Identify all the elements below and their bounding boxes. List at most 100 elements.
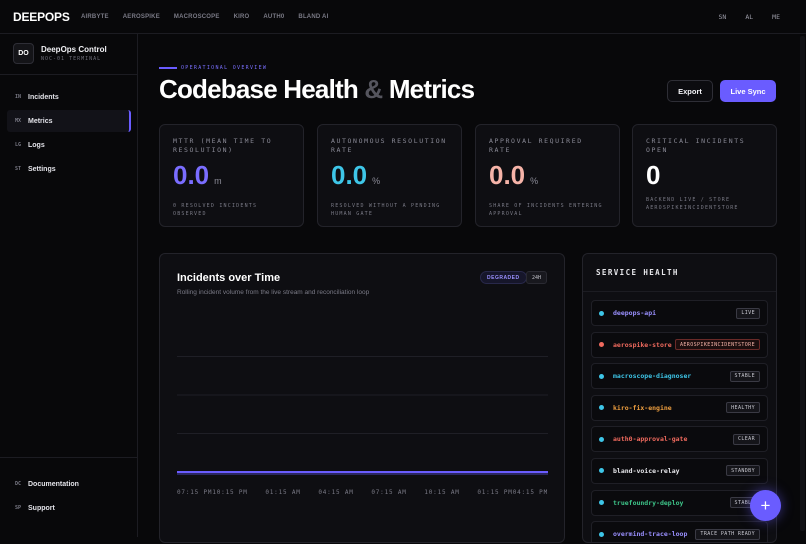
sidebar-item-support[interactable]: SP Support — [7, 497, 131, 519]
metric-label: CRITICAL INCIDENTS OPEN — [646, 137, 746, 154]
metric-value: 0.0 — [331, 160, 368, 190]
service-name: kiro-fix-engine — [613, 403, 672, 412]
chart-series-baseline — [177, 473, 548, 475]
metric-value: 0.0 — [489, 160, 526, 190]
x-tick-label: 04:15 AM — [318, 489, 353, 496]
top-nav-item[interactable]: MACROSCOPE — [173, 14, 220, 20]
sidebar-item-logs[interactable]: LG Logs — [7, 134, 131, 156]
nav-code: LG — [15, 142, 22, 148]
service-row[interactable]: bland-voice-relay STANDBY — [591, 457, 768, 484]
status-badge: DEGRADED — [480, 271, 527, 284]
brand-block: DO DeepOps Control NOC-01 TERMINAL — [13, 43, 107, 64]
page-title-amp: & — [364, 74, 383, 104]
sidebar-item-incidents[interactable]: IN Incidents — [7, 86, 131, 108]
status-dot-icon — [599, 342, 604, 348]
sidebar-item-label: Logs — [28, 141, 45, 149]
service-status-badge: CLEAR — [732, 433, 760, 445]
service-row[interactable]: kiro-fix-engine HEALTHY — [591, 394, 768, 421]
chart-title: Incidents over Time — [177, 272, 281, 284]
service-row[interactable]: aerospike-store AEROSPIKEINCIDENTSTORE — [591, 331, 768, 358]
x-tick-label: 07:15 AM — [371, 489, 406, 496]
sidebar-divider — [0, 74, 138, 75]
lang-option[interactable]: SN — [718, 13, 727, 21]
metric-card-autonomous-rate: AUTONOMOUS RESOLUTION RATE 0.0% RESOLVED… — [317, 124, 462, 227]
main-content: OPERATIONAL OVERVIEW Codebase Health & M… — [138, 34, 806, 543]
page-scrollbar[interactable] — [800, 36, 805, 531]
brand-subtitle: NOC-01 TERMINAL — [41, 56, 102, 62]
x-tick-label: 10:15 AM — [424, 489, 459, 496]
app-logo[interactable]: DEEPOPS — [13, 10, 70, 24]
metric-value-row: 0.0 m — [173, 162, 290, 194]
x-tick-label: 01:15 AM — [265, 489, 300, 496]
metric-description: RESOLVED WITHOUT A PENDING HUMAN GATE — [331, 203, 441, 217]
export-button[interactable]: Export — [667, 80, 713, 102]
metric-label: MTTR (MEAN TIME TO RESOLUTION) — [173, 137, 273, 154]
x-tick-label: 04:15 PM — [513, 489, 548, 496]
service-status-badge: TRACE PATH READY — [695, 528, 760, 540]
status-dot-icon — [599, 468, 604, 474]
lang-option[interactable]: AL — [745, 13, 754, 21]
metric-card-mttr: MTTR (MEAN TIME TO RESOLUTION) 0.0 m 0 RE… — [159, 124, 304, 227]
metric-card-critical-open: CRITICAL INCIDENTS OPEN 0 BACKEND LIVE /… — [632, 124, 777, 227]
top-nav-item[interactable]: AUTH0 — [263, 14, 285, 20]
sidebar-item-settings[interactable]: ST Settings — [7, 158, 131, 180]
service-health-title: SERVICE HEALTH — [596, 268, 679, 277]
sidebar-item-label: Incidents — [28, 93, 59, 101]
eyebrow-text: OPERATIONAL OVERVIEW — [181, 65, 268, 71]
sidebar-item-label: Settings — [28, 165, 56, 173]
eyebrow-line — [159, 67, 177, 69]
metric-description: 0 RESOLVED INCIDENTS OBSERVED — [173, 203, 258, 217]
metric-unit: m — [214, 176, 222, 186]
live-sync-button[interactable]: Live Sync — [720, 80, 776, 102]
service-status-badge: STABLE — [729, 370, 760, 382]
top-nav: AIRBYTE AEROSPIKE MACROSCOPE KIRO AUTH0 … — [81, 14, 342, 20]
metric-value: 0.0 — [173, 160, 210, 190]
add-fab-button[interactable]: + — [750, 490, 781, 521]
top-nav-item[interactable]: AIRBYTE — [81, 14, 109, 20]
sidebar-nav: IN Incidents MX Metrics LG Logs ST Setti… — [7, 86, 131, 182]
service-row[interactable]: deepops-api LIVE — [591, 300, 768, 326]
service-name: deepops-api — [613, 309, 657, 317]
panel-divider — [583, 291, 776, 292]
lang-option[interactable]: ME — [772, 13, 780, 21]
metric-value-row: 0.0% — [331, 162, 448, 194]
top-nav-item[interactable]: BLAND AI — [298, 14, 329, 20]
service-row[interactable]: overmind-trace-loop TRACE PATH READY — [591, 521, 768, 542]
time-range-button[interactable]: 24H — [526, 271, 548, 284]
sidebar-footer-nav: DC Documentation SP Support — [7, 473, 131, 521]
status-dot-icon — [599, 436, 604, 442]
service-name: truefoundry-deploy — [613, 498, 684, 507]
metric-label: APPROVAL REQUIRED RATE — [489, 137, 583, 154]
service-health-panel: SERVICE HEALTH deepops-api LIVE aerospike… — [582, 253, 777, 543]
metric-unit: % — [530, 176, 539, 186]
brand-badge: DO — [13, 43, 34, 64]
incidents-line-chart: 07:15 PM 10:15 PM 01:15 AM 04:15 AM 07:15 AM… — [177, 356, 548, 496]
top-nav-item[interactable]: KIRO — [233, 14, 250, 20]
x-tick-label: 10:15 PM — [212, 489, 247, 496]
metric-label: AUTONOMOUS RESOLUTION RATE — [331, 137, 447, 154]
metric-value-row: 0 — [646, 162, 763, 188]
nav-code: ST — [15, 166, 22, 172]
metric-description: SHARE OF INCIDENTS ENTERING APPROVAL — [489, 203, 603, 217]
service-row[interactable]: truefoundry-deploy STABLE — [591, 489, 768, 516]
metric-description: BACKEND LIVE / STORE AEROSPIKEINCIDENTST… — [646, 197, 739, 211]
nav-code: MX — [15, 118, 22, 124]
service-name: auth0-approval-gate — [613, 435, 688, 444]
top-bar: DEEPOPS AIRBYTE AEROSPIKE MACROSCOPE KIR… — [0, 0, 806, 34]
nav-code: DC — [15, 481, 22, 487]
metric-value-row: 0.0% — [489, 162, 606, 194]
sidebar: DO DeepOps Control NOC-01 TERMINAL IN In… — [0, 34, 138, 537]
sidebar-item-label: Documentation — [28, 480, 79, 488]
brand-title: DeepOps Control — [41, 45, 107, 54]
service-name: bland-voice-relay — [613, 466, 680, 475]
sidebar-item-metrics[interactable]: MX Metrics — [7, 110, 131, 132]
service-status-badge: LIVE — [736, 307, 760, 319]
service-row[interactable]: macroscope-diagnoser STABLE — [591, 363, 768, 390]
metric-value: 0 — [646, 160, 661, 190]
service-row[interactable]: auth0-approval-gate CLEAR — [591, 426, 768, 453]
sidebar-divider — [0, 457, 138, 458]
top-lang-switcher: SN AL ME — [719, 13, 780, 21]
status-dot-icon — [599, 531, 604, 537]
top-nav-item[interactable]: AEROSPIKE — [122, 14, 160, 20]
sidebar-item-documentation[interactable]: DC Documentation — [7, 473, 131, 495]
